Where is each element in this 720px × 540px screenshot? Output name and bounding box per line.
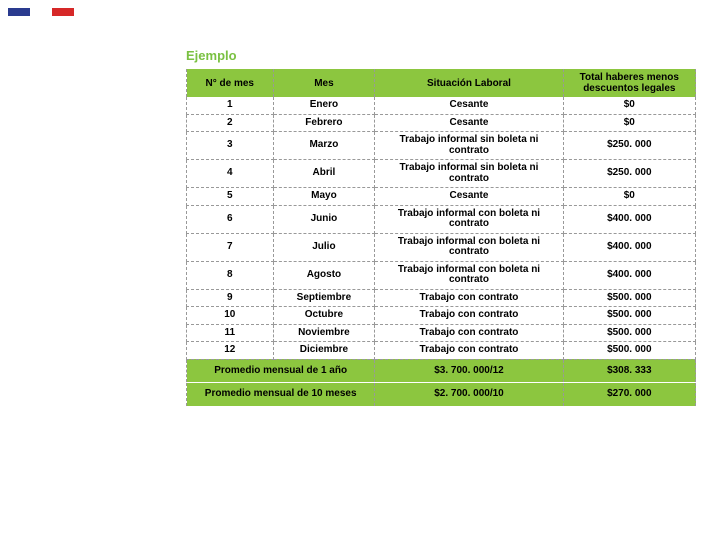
table-row: 9SeptiembreTrabajo con contrato$500. 000	[187, 289, 696, 307]
col-header-mes: Mes	[273, 69, 375, 97]
flag-white	[30, 8, 52, 16]
cell-num: 8	[187, 261, 274, 289]
cell-situacion: Trabajo informal sin boleta ni contrato	[375, 160, 563, 188]
footer-calc: $2. 700. 000/10	[375, 383, 563, 407]
cell-total: $500. 000	[563, 289, 695, 307]
cell-mes: Agosto	[273, 261, 375, 289]
cell-num: 4	[187, 160, 274, 188]
cell-situacion: Trabajo informal con boleta ni contrato	[375, 205, 563, 233]
table-row: 4AbrilTrabajo informal sin boleta ni con…	[187, 160, 696, 188]
cell-num: 9	[187, 289, 274, 307]
flag-blue	[8, 8, 30, 16]
footer-result: $308. 333	[563, 359, 695, 383]
cell-num: 1	[187, 97, 274, 114]
cell-total: $400. 000	[563, 233, 695, 261]
cell-total: $400. 000	[563, 205, 695, 233]
cell-total: $500. 000	[563, 342, 695, 360]
cell-num: 10	[187, 307, 274, 325]
cell-mes: Octubre	[273, 307, 375, 325]
cell-num: 6	[187, 205, 274, 233]
table-row: 3MarzoTrabajo informal sin boleta ni con…	[187, 132, 696, 160]
cell-situacion: Trabajo con contrato	[375, 324, 563, 342]
cell-total: $0	[563, 97, 695, 114]
content-area: Ejemplo N° de mes Mes Situación Laboral …	[186, 48, 696, 407]
cell-mes: Noviembre	[273, 324, 375, 342]
cell-situacion: Cesante	[375, 114, 563, 132]
table-row: 7JulioTrabajo informal con boleta ni con…	[187, 233, 696, 261]
footer-label: Promedio mensual de 10 meses	[187, 383, 375, 407]
cell-num: 12	[187, 342, 274, 360]
col-header-total: Total haberes menos descuentos legales	[563, 69, 695, 97]
footer-row: Promedio mensual de 1 año$3. 700. 000/12…	[187, 359, 696, 383]
col-header-situacion: Situación Laboral	[375, 69, 563, 97]
cell-mes: Enero	[273, 97, 375, 114]
col-header-num: N° de mes	[187, 69, 274, 97]
example-table: N° de mes Mes Situación Laboral Total ha…	[186, 69, 696, 407]
table-row: 2FebreroCesante$0	[187, 114, 696, 132]
table-footer: Promedio mensual de 1 año$3. 700. 000/12…	[187, 359, 696, 406]
cell-num: 7	[187, 233, 274, 261]
cell-total: $0	[563, 114, 695, 132]
cell-mes: Junio	[273, 205, 375, 233]
example-title: Ejemplo	[186, 48, 696, 63]
table-row: 5MayoCesante$0	[187, 188, 696, 206]
cell-situacion: Trabajo con contrato	[375, 307, 563, 325]
cell-mes: Mayo	[273, 188, 375, 206]
cell-mes: Febrero	[273, 114, 375, 132]
flag-red	[52, 8, 74, 16]
footer-label: Promedio mensual de 1 año	[187, 359, 375, 383]
cell-num: 11	[187, 324, 274, 342]
cell-mes: Julio	[273, 233, 375, 261]
cell-situacion: Trabajo informal con boleta ni contrato	[375, 261, 563, 289]
cell-total: $0	[563, 188, 695, 206]
table-body: 1EneroCesante$02FebreroCesante$03MarzoTr…	[187, 97, 696, 359]
cell-total: $400. 000	[563, 261, 695, 289]
table-row: 10OctubreTrabajo con contrato$500. 000	[187, 307, 696, 325]
cell-situacion: Trabajo informal sin boleta ni contrato	[375, 132, 563, 160]
footer-result: $270. 000	[563, 383, 695, 407]
cell-situacion: Cesante	[375, 188, 563, 206]
table-row: 6JunioTrabajo informal con boleta ni con…	[187, 205, 696, 233]
flag-bar	[8, 8, 74, 16]
cell-mes: Marzo	[273, 132, 375, 160]
cell-num: 5	[187, 188, 274, 206]
cell-total: $250. 000	[563, 160, 695, 188]
cell-mes: Diciembre	[273, 342, 375, 360]
cell-situacion: Cesante	[375, 97, 563, 114]
cell-total: $500. 000	[563, 324, 695, 342]
table-row: 1EneroCesante$0	[187, 97, 696, 114]
cell-situacion: Trabajo con contrato	[375, 289, 563, 307]
table-header: N° de mes Mes Situación Laboral Total ha…	[187, 69, 696, 97]
cell-total: $500. 000	[563, 307, 695, 325]
table-row: 12DiciembreTrabajo con contrato$500. 000	[187, 342, 696, 360]
cell-num: 3	[187, 132, 274, 160]
cell-num: 2	[187, 114, 274, 132]
table-row: 11NoviembreTrabajo con contrato$500. 000	[187, 324, 696, 342]
table-row: 8AgostoTrabajo informal con boleta ni co…	[187, 261, 696, 289]
cell-mes: Abril	[273, 160, 375, 188]
cell-total: $250. 000	[563, 132, 695, 160]
footer-calc: $3. 700. 000/12	[375, 359, 563, 383]
footer-row: Promedio mensual de 10 meses$2. 700. 000…	[187, 383, 696, 407]
cell-situacion: Trabajo con contrato	[375, 342, 563, 360]
cell-mes: Septiembre	[273, 289, 375, 307]
cell-situacion: Trabajo informal con boleta ni contrato	[375, 233, 563, 261]
